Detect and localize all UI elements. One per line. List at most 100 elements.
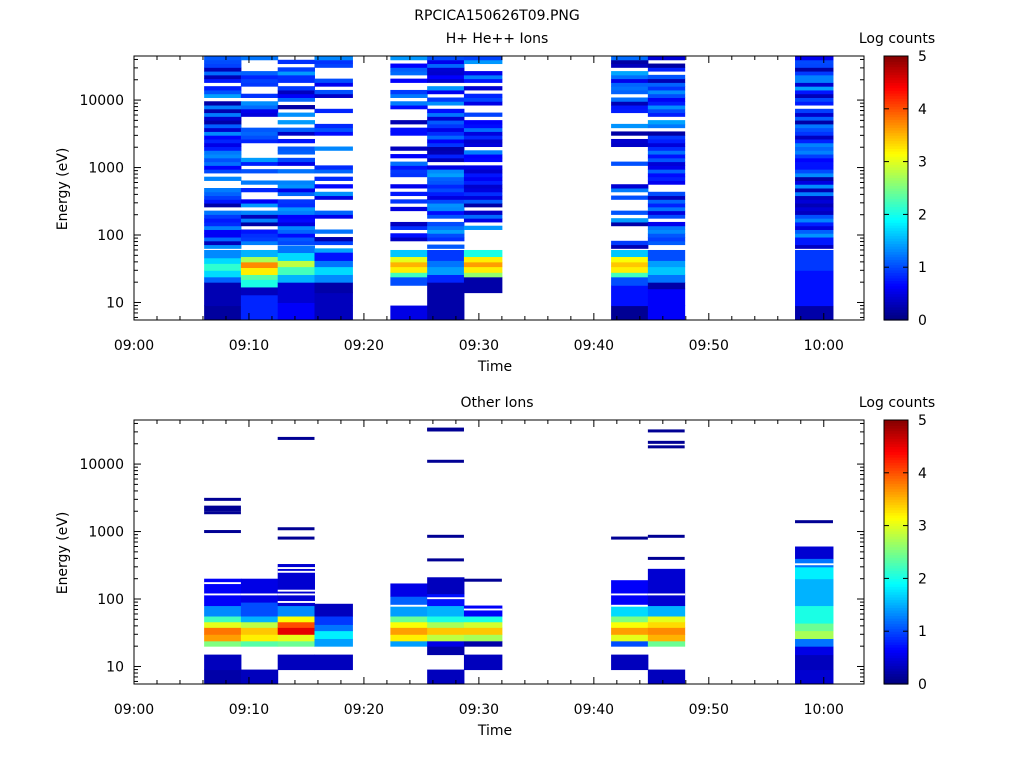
spectrogram-cell bbox=[427, 221, 465, 227]
colorbar-segment bbox=[884, 304, 908, 308]
spectrogram-cell bbox=[277, 180, 315, 185]
y-axis-label: Energy (eV) bbox=[55, 148, 71, 231]
spectrogram-cell bbox=[314, 266, 353, 275]
colorbar-segment bbox=[884, 85, 908, 89]
spectrogram-cell bbox=[277, 274, 315, 283]
time-column bbox=[277, 59, 315, 320]
spectrogram-cell bbox=[427, 627, 465, 635]
spectrogram-cell bbox=[240, 294, 279, 320]
panel-title: H+ He++ Ions bbox=[446, 31, 549, 47]
colorbar-segment bbox=[884, 520, 908, 524]
colorbar-segment bbox=[884, 79, 908, 83]
colorbar-segment bbox=[884, 441, 908, 445]
spectrogram-cell bbox=[204, 634, 242, 642]
spectrogram-cell bbox=[647, 78, 686, 83]
colorbar-segment bbox=[884, 425, 908, 429]
spectrogram-cell bbox=[204, 214, 242, 219]
spectrogram-cell bbox=[647, 305, 686, 320]
colorbar-segment bbox=[884, 610, 908, 614]
colorbar-segment bbox=[884, 620, 908, 624]
spectrogram-cell bbox=[463, 142, 503, 148]
colorbar-segment bbox=[884, 559, 908, 564]
y-tick-label: 10 bbox=[106, 295, 124, 311]
spectrogram-cell bbox=[463, 154, 503, 159]
spectrogram-cell bbox=[427, 135, 465, 140]
colorbar-segment bbox=[884, 158, 908, 163]
colorbar-segment bbox=[884, 98, 908, 102]
colorbar-segment bbox=[884, 169, 908, 173]
spectrogram-cell bbox=[277, 71, 315, 76]
spectrogram-cell bbox=[277, 86, 315, 91]
spectrogram-gap bbox=[463, 608, 503, 611]
colorbar-segment bbox=[884, 633, 908, 638]
spectrogram-cell bbox=[204, 263, 242, 271]
colorbar-segment bbox=[884, 100, 908, 105]
spectrogram-cell bbox=[240, 74, 279, 80]
spectrogram-cell bbox=[795, 546, 834, 559]
colorbar-segment bbox=[884, 211, 908, 215]
spectrogram-cell bbox=[204, 237, 242, 242]
spectrogram-cell bbox=[463, 210, 503, 215]
spectrogram-cell bbox=[795, 161, 834, 166]
spectrogram-cell bbox=[277, 225, 315, 230]
spectrogram-cell bbox=[390, 101, 428, 106]
spectrogram-cell bbox=[795, 82, 834, 87]
spectrogram-cell bbox=[427, 237, 465, 242]
spectrogram-cell bbox=[795, 101, 834, 106]
spectrogram-cell bbox=[795, 520, 833, 524]
colorbar-segment bbox=[884, 546, 908, 550]
colorbar-tick-label: 5 bbox=[918, 413, 927, 429]
spectrogram-cell bbox=[611, 161, 649, 166]
spectrogram-cell bbox=[390, 605, 428, 617]
spectrogram-cell bbox=[277, 89, 315, 95]
spectrogram-cell bbox=[390, 67, 428, 72]
colorbar-segment bbox=[884, 507, 908, 511]
spectrogram-cell bbox=[277, 146, 315, 151]
colorbar-segment bbox=[884, 464, 908, 469]
colorbar-segment bbox=[884, 604, 908, 609]
spectrogram-cell bbox=[463, 184, 503, 189]
spectrogram-cell bbox=[390, 266, 428, 273]
spectrogram-cell bbox=[427, 214, 465, 219]
spectrogram-cell bbox=[390, 161, 428, 166]
colorbar-segment bbox=[884, 230, 908, 234]
spectrogram-cell bbox=[463, 131, 503, 136]
x-tick-label: 09:10 bbox=[229, 702, 269, 718]
colorbar-segment bbox=[884, 599, 908, 603]
spectrogram-cell bbox=[277, 282, 315, 303]
spectrogram-cell bbox=[647, 195, 686, 200]
spectrogram-cell bbox=[240, 56, 279, 61]
spectrogram-cell bbox=[204, 654, 242, 671]
spectrogram-cell bbox=[647, 210, 686, 215]
spectrogram-cell bbox=[795, 71, 834, 76]
colorbar-segment bbox=[884, 515, 908, 519]
spectrogram-cell bbox=[204, 270, 242, 278]
spectrogram-cell bbox=[795, 146, 834, 151]
colorbar-segment bbox=[884, 219, 908, 223]
spectrogram-cell bbox=[427, 184, 465, 189]
spectrogram-cell bbox=[277, 221, 315, 227]
spectrogram-cell bbox=[463, 214, 503, 219]
colorbar-segment bbox=[884, 649, 908, 653]
time-column bbox=[647, 429, 686, 684]
colorbar-segment bbox=[884, 641, 908, 645]
spectrogram-cell bbox=[240, 602, 279, 617]
colorbar-segment bbox=[884, 628, 908, 632]
colorbar-segment bbox=[884, 285, 908, 289]
spectrogram-cell bbox=[314, 165, 353, 170]
spectrogram-cell bbox=[390, 184, 428, 189]
spectrogram-cell bbox=[427, 640, 465, 647]
spectrogram-cell bbox=[277, 161, 315, 166]
colorbar-segment bbox=[884, 678, 908, 682]
colorbar-segment bbox=[884, 195, 908, 200]
page-title: RPCICA150626T09.PNG bbox=[414, 8, 579, 24]
spectrogram-cell bbox=[427, 86, 465, 91]
spectrogram-cell bbox=[463, 150, 503, 155]
colorbar-segment bbox=[884, 298, 908, 303]
colorbar-segment bbox=[884, 153, 908, 157]
colorbar-tick-label: 4 bbox=[918, 102, 927, 118]
spectrogram-cell bbox=[427, 108, 465, 114]
spectrogram-cell bbox=[314, 93, 353, 98]
spectrogram-cell bbox=[314, 282, 353, 294]
spectrogram-cell bbox=[204, 56, 242, 61]
